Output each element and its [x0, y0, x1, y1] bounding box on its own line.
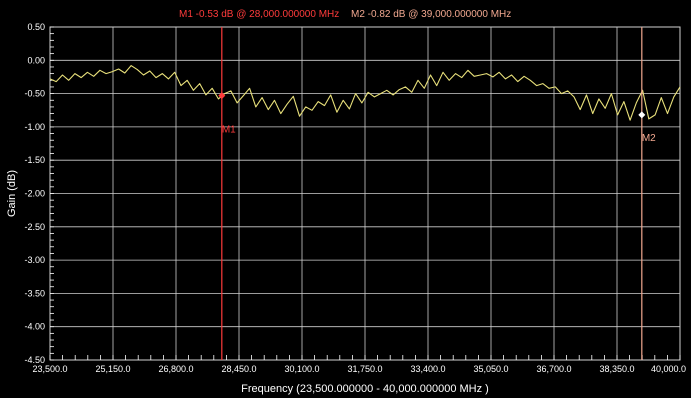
x-tick-label: 28,450.0 — [221, 364, 256, 374]
y-tick-label: -2.50 — [24, 222, 45, 232]
y-tick-label: 0.50 — [27, 22, 45, 32]
x-tick-label: 26,800.0 — [158, 364, 193, 374]
y-tick-label: -3.00 — [24, 255, 45, 265]
y-tick-label: -4.00 — [24, 322, 45, 332]
y-axis-title: Gain (dB) — [6, 170, 18, 217]
y-tick-label: -4.50 — [24, 355, 45, 365]
marker-readouts: M1 -0.53 dB @ 28,000.000000 MHz M2 -0.82… — [179, 9, 511, 20]
x-tick-label: 40,000.0 — [651, 364, 686, 374]
y-tick-label: 0.00 — [27, 55, 45, 65]
x-tick-label: 38,350.0 — [599, 364, 634, 374]
y-tick-label: -1.50 — [24, 155, 45, 165]
x-tick-label: 33,400.0 — [410, 364, 445, 374]
marker-m1-label: M1 — [222, 125, 236, 136]
x-tick-label: 35,050.0 — [473, 364, 508, 374]
y-tick-labels: 0.50 0.00 -0.50 -1.00 -1.50 -2.00 -2.50 -3.00 -3… — [24, 22, 45, 365]
y-tick-label: -2.00 — [24, 189, 45, 199]
y-tick-label: -0.50 — [24, 89, 45, 99]
markers: M1 M2 — [218, 27, 656, 360]
x-tick-label: 30,100.0 — [284, 364, 319, 374]
marker-m1-point — [218, 92, 226, 100]
marker-m2-label: M2 — [642, 133, 656, 144]
x-tick-label: 36,700.0 — [536, 364, 571, 374]
grid-lines — [49, 26, 681, 361]
x-tick-label: 25,150.0 — [95, 364, 130, 374]
y-tick-label: -1.00 — [24, 122, 45, 132]
x-axis-title: Frequency (23,500.000000 - 40,000.000000… — [241, 383, 489, 395]
minor-ticks — [49, 26, 681, 361]
x-tick-labels: 23,500.0 25,150.0 26,800.0 28,450.0 30,100.0… — [32, 364, 686, 374]
gain-series-line — [49, 65, 681, 121]
x-tick-label: 23,500.0 — [32, 364, 67, 374]
y-tick-label: -3.50 — [24, 288, 45, 298]
marker-m1-readout: M1 -0.53 dB @ 28,000.000000 MHz — [179, 9, 339, 20]
marker-m2-point — [638, 111, 646, 119]
x-tick-label: 31,750.0 — [347, 364, 382, 374]
marker-m2-readout: M2 -0.82 dB @ 39,000.000000 MHz — [351, 9, 511, 20]
